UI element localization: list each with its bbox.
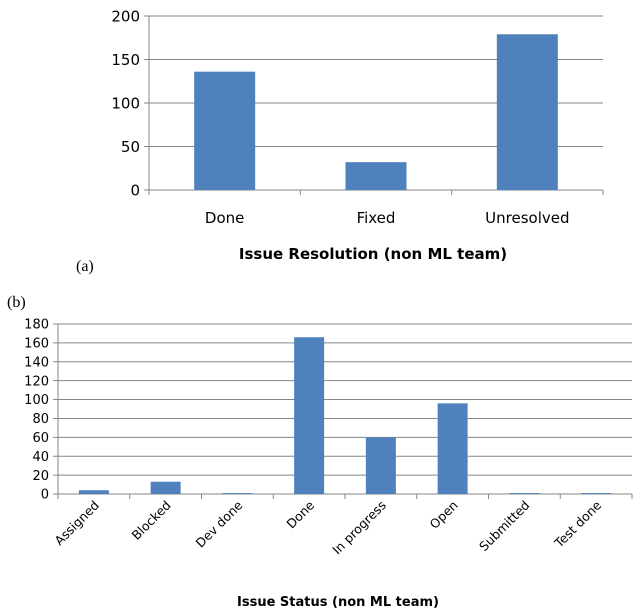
b-y-tick-label: 140	[24, 355, 49, 370]
b-y-tick-label: 120	[24, 374, 49, 389]
b-y-tick-label: 80	[32, 412, 49, 427]
b-bar-in-progress	[365, 437, 396, 494]
a-bar-done	[194, 71, 256, 190]
b-bar-assigned	[78, 490, 109, 494]
a-bar-unresolved	[496, 34, 558, 190]
a-y-tick-label: 0	[130, 181, 140, 199]
b-bar-open	[437, 403, 468, 494]
chart-a-x-tick-labels: Done Fixed Unresolved	[205, 209, 570, 227]
chart-a-issue-resolution: 0 50 100 150 200 Done Fixed Unresolved Issue R…	[76, 7, 604, 275]
b-bar-dev-done	[222, 493, 253, 494]
b-bar-submitted	[509, 493, 540, 494]
b-y-tick-label: 20	[32, 469, 49, 484]
chart-b-issue-status: (b) 0 20 40 60 80 100 120 140 160 180 Assigned Blo…	[7, 294, 633, 610]
a-y-tick-label: 50	[121, 138, 140, 156]
b-y-tick-label: 40	[32, 450, 49, 465]
chart-a-x-axis-label: Issue Resolution (non ML team)	[239, 245, 507, 263]
a-y-tick-label: 100	[111, 94, 140, 112]
b-y-tick-label: 0	[41, 488, 49, 503]
chart-a-panel-label: (a)	[76, 258, 94, 275]
b-x-tick-label: In progress	[329, 498, 389, 558]
chart-b-x-axis-label: Issue Status (non ML team)	[237, 595, 439, 610]
a-x-tick-label: Fixed	[357, 209, 396, 227]
b-y-tick-label: 60	[32, 431, 49, 446]
b-bar-blocked	[150, 481, 181, 494]
chart-b-panel-label: (b)	[7, 294, 26, 311]
a-y-tick-label: 150	[111, 51, 140, 69]
b-bar-done	[294, 337, 325, 494]
a-bar-fixed	[345, 162, 407, 190]
b-y-tick-label: 160	[24, 337, 49, 352]
b-x-tick-label: Test done	[551, 497, 605, 551]
b-x-tick-label: Blocked	[128, 498, 173, 543]
b-y-tick-label: 100	[24, 393, 49, 408]
chart-b-gridlines	[53, 323, 633, 499]
a-x-tick-label: Unresolved	[485, 209, 569, 227]
chart-a-bars	[194, 34, 558, 190]
b-x-tick-label: Assigned	[51, 498, 102, 549]
b-y-tick-label: 180	[24, 318, 49, 333]
chart-b-bars	[78, 337, 612, 494]
b-x-tick-label: Done	[283, 497, 317, 531]
b-x-tick-label: Submitted	[476, 498, 532, 554]
a-x-tick-label: Done	[205, 209, 244, 227]
b-x-tick-label: Open	[427, 498, 461, 532]
chart-b-y-tick-labels: 0 20 40 60 80 100 120 140 160 180	[24, 318, 49, 503]
chart-a-y-tick-labels: 0 50 100 150 200	[111, 7, 140, 199]
b-bar-test-done	[581, 493, 612, 494]
b-x-tick-label: Dev done	[193, 497, 246, 550]
a-y-tick-label: 200	[111, 7, 140, 25]
chart-b-x-tick-labels: Assigned Blocked Dev done Done In progress Op…	[51, 497, 604, 557]
